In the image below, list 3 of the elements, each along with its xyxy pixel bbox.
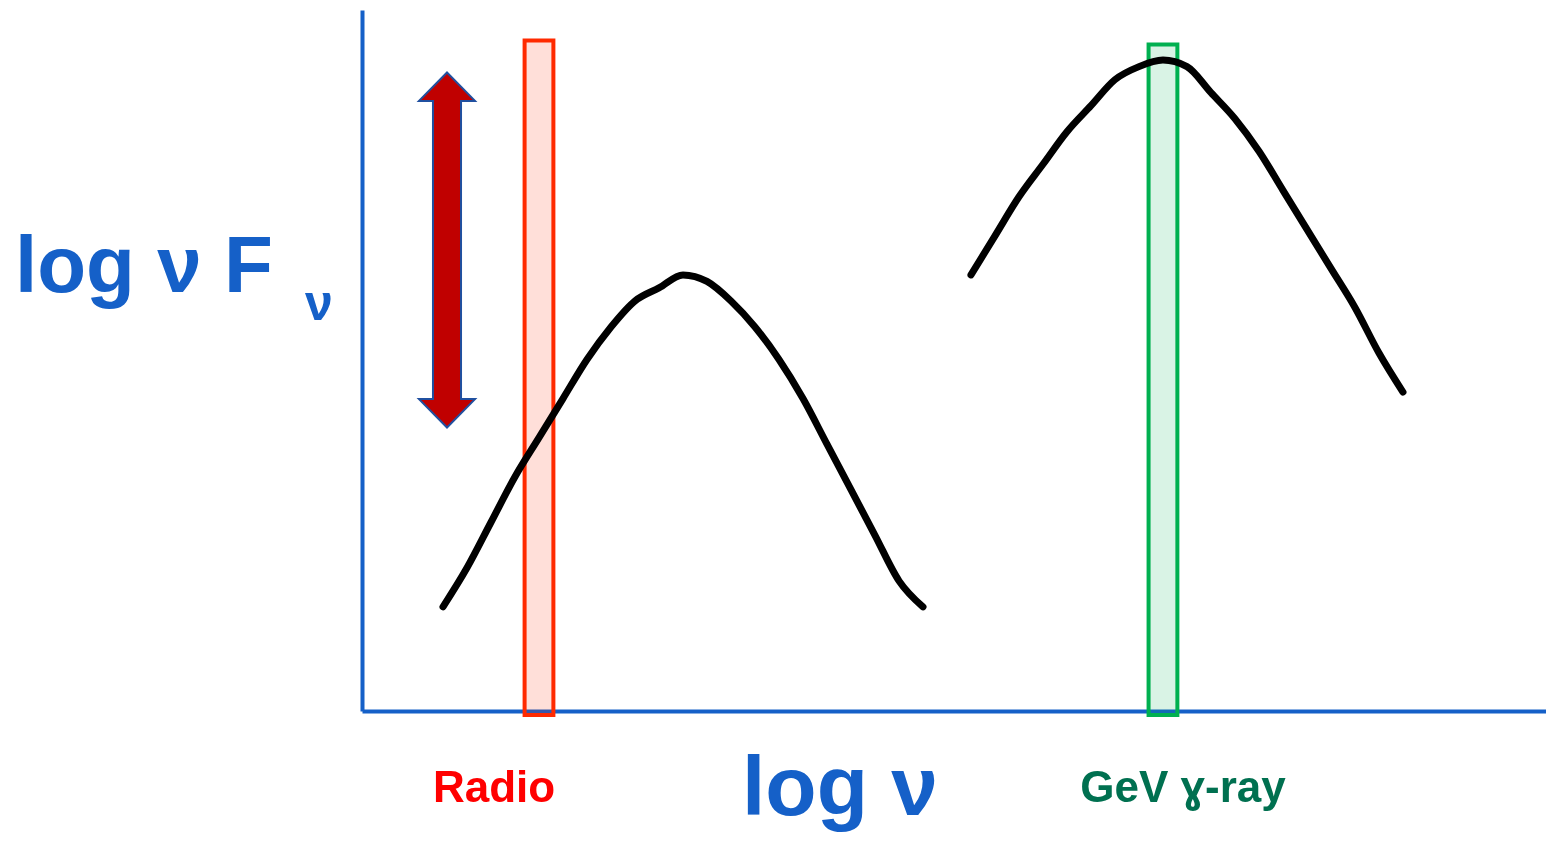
x-axis-title: log ν [741, 739, 939, 833]
text: Radio [432, 762, 556, 811]
text: GeV ɣ-ray [1080, 762, 1287, 811]
